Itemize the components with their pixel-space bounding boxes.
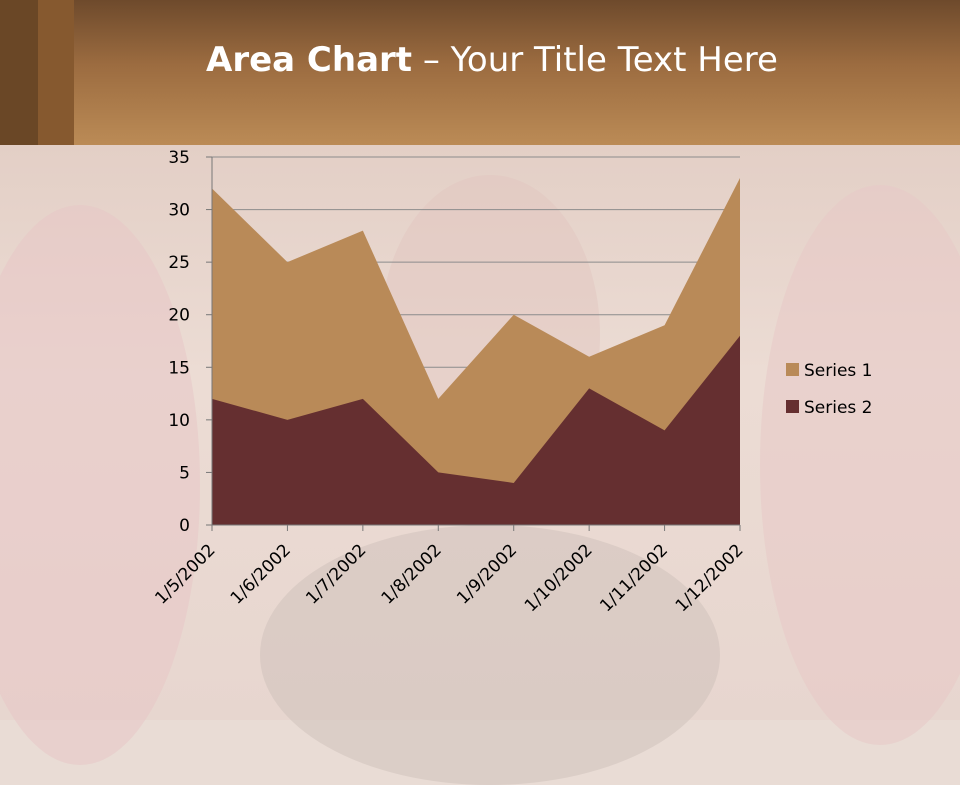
legend-label-series-2: Series 2 <box>804 398 873 418</box>
x-tick-label: 1/12/2002 <box>672 540 748 616</box>
slide-header: Area Chart – Your Title Text Here <box>0 0 960 145</box>
legend-swatch-series-2 <box>786 400 799 413</box>
y-tick-label: 5 <box>179 463 190 483</box>
x-tick-label: 1/6/2002 <box>227 540 295 608</box>
photo-person-right <box>760 185 960 745</box>
x-tick-label: 1/7/2002 <box>302 540 370 608</box>
y-tick-label: 25 <box>168 253 190 273</box>
legend-label-series-1: Series 1 <box>804 361 873 381</box>
slide-title-bold: Area Chart <box>206 40 413 80</box>
legend-swatch-series-1 <box>786 363 799 376</box>
slide-title-rest: – Your Title Text Here <box>412 40 778 80</box>
y-tick-label: 30 <box>168 201 190 221</box>
y-tick-label: 20 <box>168 306 190 326</box>
header-accent-strip-light <box>38 0 74 145</box>
slide-title[interactable]: Area Chart – Your Title Text Here <box>206 40 778 80</box>
x-tick-label: 1/11/2002 <box>596 540 672 616</box>
header-accent-strip <box>0 0 38 145</box>
y-tick-label: 35 <box>168 148 190 168</box>
x-tick-label: 1/8/2002 <box>378 540 446 608</box>
y-tick-label: 15 <box>168 358 190 378</box>
x-tick-label: 1/10/2002 <box>521 540 597 616</box>
photo-person-left <box>0 205 200 765</box>
x-tick-label: 1/9/2002 <box>453 540 521 608</box>
series-2-area[interactable] <box>212 335 740 525</box>
y-tick-label: 10 <box>168 411 190 431</box>
x-tick-label: 1/5/2002 <box>151 540 219 608</box>
y-tick-label: 0 <box>179 516 190 536</box>
